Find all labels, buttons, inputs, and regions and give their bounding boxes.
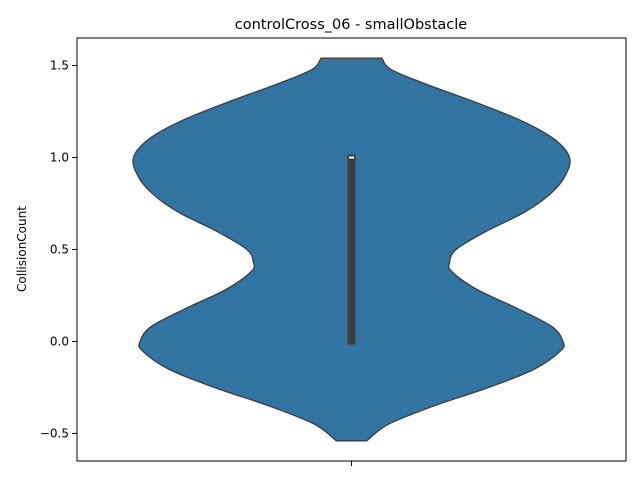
y-axis-label: CollisionCount xyxy=(15,206,29,292)
y-tick-label: 0.0 xyxy=(50,334,69,348)
y-tick-label: 0.5 xyxy=(50,243,69,257)
iqr-bar xyxy=(347,154,356,345)
y-axis: −0.5 0.0 0.5 1.0 1.5 xyxy=(40,59,77,440)
y-tick-label: 1.5 xyxy=(50,59,69,73)
chart-title: controlCross_06 - smallObstacle xyxy=(235,17,468,33)
box-layer xyxy=(347,154,356,345)
y-tick-label: −0.5 xyxy=(40,426,69,440)
y-tick-label: 1.0 xyxy=(50,151,69,165)
